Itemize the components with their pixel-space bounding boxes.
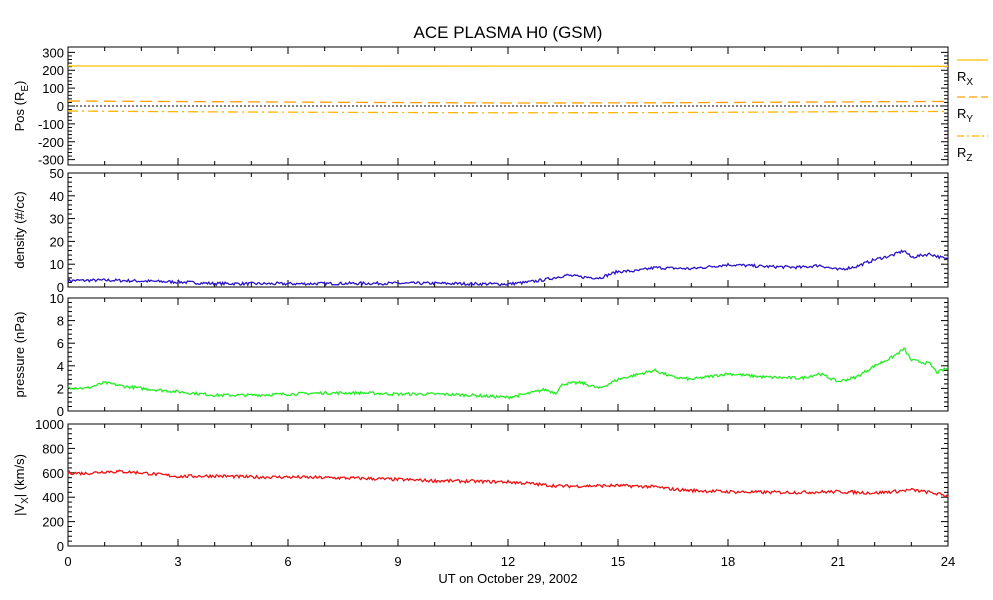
x-tick-label: 24	[941, 554, 955, 569]
x-tick-label: 12	[501, 554, 515, 569]
y-tick-label: 4	[57, 359, 64, 374]
y-axis-title-velocity: |VX| (km/s)	[12, 454, 31, 516]
legend-label-0: RX	[957, 69, 973, 88]
y-tick-label: 200	[42, 515, 64, 530]
panel-pressure: 0 2 4 6 8 10 pressure (nPa)	[12, 291, 949, 419]
y-tick-label: 0	[57, 404, 64, 419]
panel-frame	[67, 423, 949, 547]
y-tick-label: 50	[50, 166, 64, 181]
y-tick-label: 0	[57, 539, 64, 554]
y-tick-label: 30	[50, 212, 64, 227]
y-tick-label: 200	[42, 63, 64, 78]
x-tick-label: 15	[611, 554, 625, 569]
y-tick-label: 100	[42, 81, 64, 96]
series-line-position-2	[67, 110, 949, 114]
y-tick-label: 0	[57, 99, 64, 114]
y-tick-label: 300	[42, 45, 64, 60]
series-line-position-1	[67, 100, 949, 104]
x-tick-label: 3	[174, 554, 181, 569]
y-tick-label: 2	[57, 381, 64, 396]
legend-label-1: RY	[957, 106, 973, 125]
y-tick-label: 1000	[35, 417, 64, 432]
x-tick-label: 0	[64, 554, 71, 569]
y-tick-label: 6	[57, 336, 64, 351]
y-tick-label: 800	[42, 441, 64, 456]
series-line-velocity-0	[67, 469, 949, 498]
y-axis-title-position: Pos (RE)	[12, 81, 31, 132]
panel-frame	[67, 172, 949, 288]
y-tick-label: 600	[42, 466, 64, 481]
y-tick-label: 40	[50, 189, 64, 204]
y-tick-label: 0	[57, 280, 64, 295]
y-tick-label: 8	[57, 314, 64, 329]
y-tick-label: 400	[42, 490, 64, 505]
panel-position: -300 -200 -100 0 100 200 300 Pos (RE) RX RY RZ	[12, 45, 988, 168]
panel-velocity: 0 200 400 600 800 1000 |VX| (km/s)	[12, 417, 949, 554]
chart-title: ACE PLASMA H0 (GSM)	[414, 23, 603, 42]
y-tick-label: 10	[50, 291, 64, 306]
legend-label-2: RZ	[957, 145, 973, 164]
y-tick-label: -100	[38, 117, 64, 132]
y-tick-label: 20	[50, 234, 64, 249]
y-tick-label: -300	[38, 153, 64, 168]
x-tick-label: 9	[394, 554, 401, 569]
x-tick-label: 6	[284, 554, 291, 569]
y-tick-label: 10	[50, 257, 64, 272]
y-axis-title-pressure: pressure (nPa)	[12, 312, 27, 398]
y-axis-title-density: density (#/cc)	[12, 191, 27, 268]
panel-density: 0 10 20 30 40 50 density (#/cc)	[12, 166, 949, 295]
x-tick-label: 18	[721, 554, 735, 569]
series-line-density-0	[67, 249, 949, 287]
y-tick-label: -200	[38, 135, 64, 150]
x-axis-title: UT on October 29, 2002	[438, 571, 577, 586]
x-tick-label: 21	[831, 554, 845, 569]
series-line-pressure-0	[67, 346, 949, 400]
